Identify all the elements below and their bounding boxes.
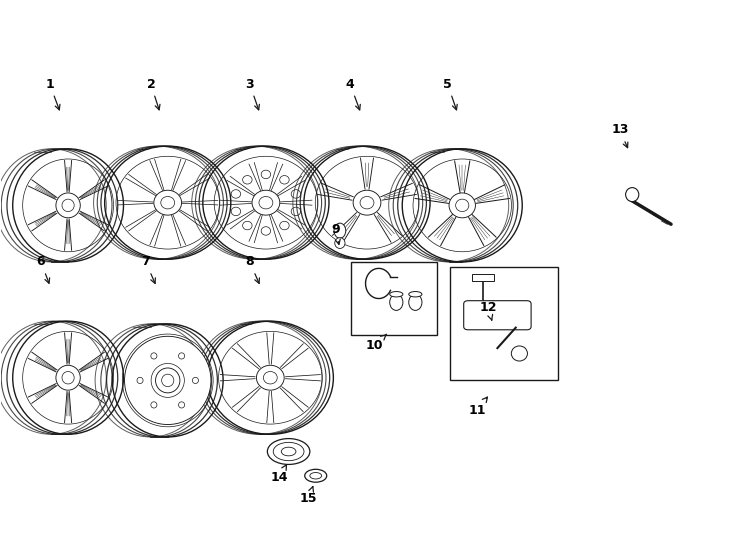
Text: 14: 14	[270, 465, 288, 484]
Text: 6: 6	[37, 255, 50, 284]
Ellipse shape	[56, 193, 80, 218]
Ellipse shape	[512, 346, 528, 361]
Text: 9: 9	[331, 223, 341, 245]
Text: 7: 7	[142, 255, 156, 284]
Ellipse shape	[409, 294, 422, 310]
Text: 2: 2	[147, 78, 160, 110]
Ellipse shape	[156, 368, 180, 393]
Bar	[450, 267, 559, 380]
Ellipse shape	[310, 472, 321, 479]
Text: 15: 15	[299, 487, 317, 505]
Text: 12: 12	[479, 301, 497, 320]
Ellipse shape	[151, 402, 157, 408]
Ellipse shape	[449, 193, 476, 218]
Ellipse shape	[409, 292, 422, 297]
Ellipse shape	[178, 402, 185, 408]
Ellipse shape	[125, 336, 211, 424]
Ellipse shape	[353, 190, 381, 215]
Ellipse shape	[305, 469, 327, 482]
Bar	[351, 262, 437, 335]
Ellipse shape	[267, 438, 310, 464]
Ellipse shape	[154, 190, 181, 215]
Ellipse shape	[192, 377, 198, 383]
Text: 4: 4	[346, 78, 360, 110]
FancyBboxPatch shape	[464, 301, 531, 330]
Text: 5: 5	[443, 78, 457, 110]
Ellipse shape	[334, 223, 346, 238]
Ellipse shape	[56, 365, 80, 390]
Bar	[472, 274, 494, 281]
Text: 1: 1	[46, 78, 60, 110]
Text: 8: 8	[245, 255, 259, 284]
Text: 13: 13	[611, 124, 628, 147]
Text: 10: 10	[366, 334, 387, 352]
Ellipse shape	[625, 187, 639, 201]
Ellipse shape	[273, 442, 304, 461]
Ellipse shape	[335, 238, 345, 248]
Ellipse shape	[178, 353, 185, 359]
Ellipse shape	[252, 190, 280, 215]
Ellipse shape	[390, 294, 403, 310]
Ellipse shape	[256, 365, 284, 390]
Ellipse shape	[137, 377, 143, 383]
Text: 3: 3	[245, 78, 259, 110]
Ellipse shape	[151, 353, 157, 359]
Text: 11: 11	[468, 397, 487, 416]
Ellipse shape	[390, 292, 403, 297]
